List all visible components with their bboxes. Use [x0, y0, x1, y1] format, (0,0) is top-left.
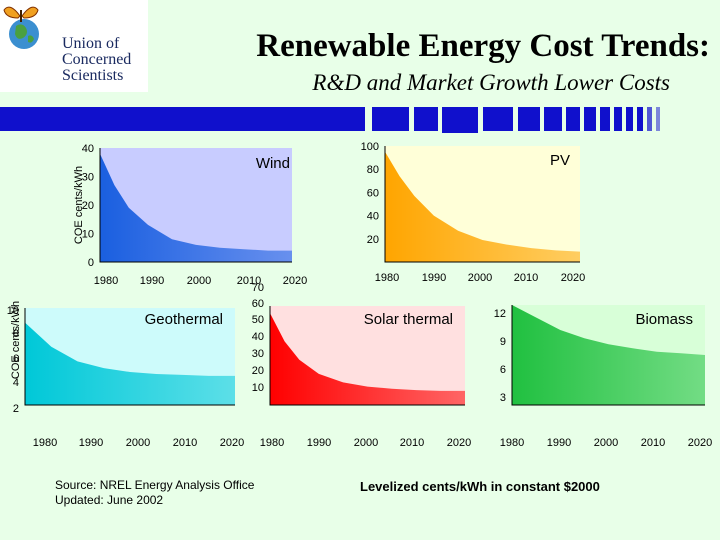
x-tick-label: 1990: [79, 437, 103, 449]
x-tick-label: 2010: [514, 272, 538, 284]
series-area: [25, 322, 235, 405]
title-bar: [0, 107, 720, 133]
series-area: [512, 305, 705, 405]
slide-subtitle: R&D and Market Growth Lower Costs: [312, 70, 670, 95]
x-tick-label: 2000: [594, 437, 618, 449]
y-tick-label: 40: [367, 211, 379, 223]
x-tick-label: 1990: [422, 272, 446, 284]
y-tick-label: 2: [13, 403, 19, 415]
chart-wind: Wind 0 10 20 30 40 1980 1990 2000 2010 2020 COE cen…: [73, 143, 307, 287]
y-tick-label: 30: [252, 348, 264, 360]
series-area: [385, 151, 580, 262]
logo: Union of Concerned Scientists: [0, 0, 148, 92]
x-tick-label: 2000: [468, 272, 492, 284]
x-tick-label: 2000: [187, 275, 211, 287]
x-tick-label: 1980: [94, 275, 118, 287]
y-axis-label: COE cents/kWh: [10, 301, 22, 379]
x-tick-label: 2020: [220, 437, 244, 449]
x-tick-label: 2000: [354, 437, 378, 449]
chart-biomass: Biomass 3 6 9 12 1980 1990 2000 2010 2020: [494, 305, 712, 449]
axes: [24, 308, 235, 406]
series-label: Biomass: [635, 311, 693, 328]
axes: [384, 146, 580, 263]
x-tick-label: 2020: [447, 437, 471, 449]
y-tick-label: 70: [252, 282, 264, 294]
x-tick-label: 1990: [547, 437, 571, 449]
updated-line: Updated: June 2002: [55, 493, 164, 507]
y-tick-label: 12: [494, 308, 506, 320]
source-line: Source: NREL Energy Analysis Office: [55, 478, 255, 492]
y-tick-label: 10: [82, 229, 94, 241]
y-axis-label: COE cents/kWh: [73, 166, 85, 244]
x-tick-label: 2020: [688, 437, 712, 449]
chart-pv: PV 20 40 60 80 100 1980 1990 2000 2010 2020: [361, 141, 586, 284]
x-tick-label: 2010: [237, 275, 261, 287]
y-tick-label: 0: [88, 257, 94, 269]
y-tick-label: 100: [361, 141, 379, 153]
x-tick-label: 1980: [500, 437, 524, 449]
x-tick-label: 2020: [561, 272, 585, 284]
x-tick-label: 2020: [283, 275, 307, 287]
y-tick-label: 60: [367, 187, 379, 199]
y-tick-label: 10: [7, 305, 19, 317]
x-tick-label: 2010: [173, 437, 197, 449]
series-area: [270, 313, 465, 405]
x-tick-label: 2000: [126, 437, 150, 449]
y-tick-label: 30: [82, 172, 94, 184]
series-label: Wind: [256, 155, 290, 172]
y-tick-label: 40: [82, 143, 94, 155]
y-tick-label: 6: [500, 364, 506, 376]
logo-butterfly-globe-icon: [3, 6, 39, 49]
chart-solar-thermal: Solar thermal 10 20 30 40 50 60 70 1980 1990 2000 2…: [252, 282, 471, 449]
y-tick-label: 60: [252, 298, 264, 310]
series-label: Geothermal: [145, 311, 223, 328]
y-tick-label: 4: [13, 377, 19, 389]
chart-geothermal: Geothermal 2 4 6 8 10 1980 1990 2000 2010 2020 COE …: [7, 301, 244, 449]
source-note: Source: NREL Energy Analysis Office Upda…: [55, 478, 254, 508]
x-tick-label: 1980: [260, 437, 284, 449]
slide-title: Renewable Energy Cost Trends:: [256, 28, 710, 64]
y-tick-label: 20: [367, 234, 379, 246]
x-tick-label: 2010: [641, 437, 665, 449]
x-tick-label: 1980: [375, 272, 399, 284]
axes: [511, 305, 705, 406]
axes: [99, 148, 292, 263]
x-tick-label: 1990: [307, 437, 331, 449]
y-tick-label: 50: [252, 314, 264, 326]
series-area: [100, 153, 292, 262]
axes: [269, 306, 465, 406]
y-tick-label: 9: [500, 336, 506, 348]
x-tick-label: 1980: [33, 437, 57, 449]
series-label: PV: [550, 152, 570, 169]
x-tick-label: 2010: [400, 437, 424, 449]
y-tick-label: 3: [500, 392, 506, 404]
logo-text: Union of Concerned Scientists: [62, 35, 132, 84]
y-tick-label: 20: [82, 200, 94, 212]
y-tick-label: 20: [252, 365, 264, 377]
y-tick-label: 8: [13, 328, 19, 340]
y-tick-label: 6: [13, 353, 19, 365]
series-label: Solar thermal: [364, 311, 453, 328]
units-note: Levelized cents/kWh in constant $2000: [360, 479, 600, 494]
y-tick-label: 10: [252, 382, 264, 394]
y-tick-label: 80: [367, 164, 379, 176]
y-tick-label: 40: [252, 331, 264, 343]
x-tick-label: 1990: [140, 275, 164, 287]
